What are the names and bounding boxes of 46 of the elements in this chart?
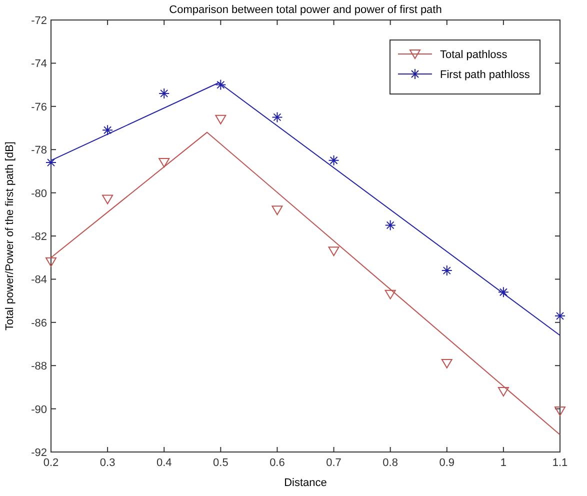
point — [102, 124, 114, 136]
point — [328, 246, 340, 256]
point — [215, 79, 226, 90]
point — [272, 112, 283, 123]
x-tick-label: 0.2 — [43, 457, 59, 469]
point — [441, 265, 452, 276]
x-tick-label: 0.5 — [213, 457, 228, 469]
point — [498, 286, 509, 298]
y-tick-label: -82 — [31, 231, 47, 243]
x-axis-title: Distance — [284, 477, 327, 489]
point — [158, 88, 170, 99]
legend-label: First path pathloss — [440, 69, 530, 81]
point — [215, 114, 226, 124]
point — [46, 257, 56, 267]
y-tick-label: -90 — [31, 404, 47, 416]
x-tick-label: 0.9 — [439, 457, 455, 469]
x-tick-label: 0.7 — [326, 457, 342, 469]
x-tick-label: 1 — [500, 457, 507, 469]
y-tick-label: -88 — [31, 360, 47, 373]
point — [328, 154, 340, 166]
x-tick-label: 0.6 — [270, 457, 285, 469]
legend-label: Total pathloss — [440, 49, 508, 61]
point — [102, 194, 114, 204]
y-tick-label: -72 — [31, 15, 47, 27]
y-tick-label: -74 — [31, 58, 47, 70]
x-tick-label: 0.4 — [156, 457, 172, 469]
y-tick-label: -80 — [31, 188, 47, 200]
y-tick-label: -76 — [31, 101, 47, 114]
chart-title: Comparison between total power and power of first path — [169, 4, 442, 16]
point — [554, 406, 566, 416]
point — [498, 387, 509, 397]
y-tick-label: -86 — [31, 317, 47, 330]
y-tick-label: -92 — [31, 447, 47, 459]
y-tick-label: -84 — [31, 274, 47, 286]
point — [158, 158, 170, 168]
x-tick-label: 0.3 — [100, 457, 116, 469]
point — [441, 358, 452, 368]
point — [272, 206, 283, 216]
point — [46, 157, 56, 168]
point — [384, 220, 396, 231]
y-axis-title: Total power/Power of the first path [dB] — [4, 142, 16, 330]
y-tick-label: -78 — [31, 144, 47, 157]
point — [384, 290, 396, 300]
point — [554, 310, 566, 322]
x-tick-label: 1.1 — [552, 457, 568, 469]
x-tick-label: 0.8 — [382, 457, 398, 469]
